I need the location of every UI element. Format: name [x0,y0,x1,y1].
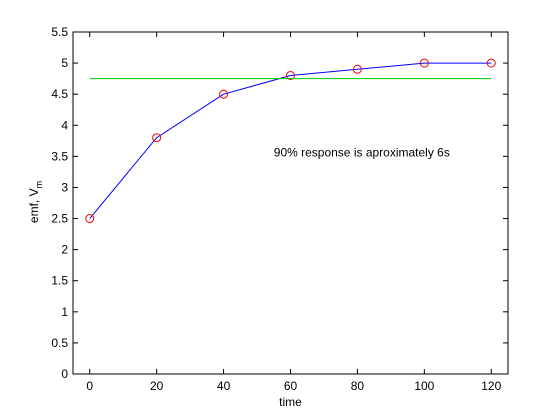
x-tick-label: 40 [217,379,231,393]
x-tick-label: 60 [284,379,298,393]
y-tick-label: 1.5 [51,274,68,288]
y-tick-label: 0 [61,367,68,381]
data-point [152,133,162,143]
y-axis-label: emf, Vm [27,181,44,223]
series-line-1 [89,62,492,219]
y-tick-label: 5 [61,56,68,70]
y-axis-ticks: 0 0.5 1 1.5 2 2.5 3 3.5 4 4.5 5 5.5 [51,25,508,381]
y-tick-label: 3 [61,180,68,194]
x-tick-label: 0 [86,379,93,393]
y-tick-label: 4.5 [51,87,68,101]
x-tick-label: 20 [150,379,164,393]
data-point [219,89,229,99]
y-tick-label: 5.5 [51,25,68,39]
data-point [352,64,362,74]
x-axis-ticks: 0 20 40 60 80 100 120 [86,32,502,393]
x-axis-label: time [279,395,302,409]
y-tick-label: 4 [61,118,68,132]
x-tick-label: 100 [414,379,434,393]
data-point [486,58,496,68]
y-tick-label: 0.5 [51,336,68,350]
data-point [85,214,95,224]
y-axis-label-main: emf, V [27,188,41,223]
data-point [419,58,429,68]
y-tick-label: 2.5 [51,212,68,226]
plot-area [72,31,509,375]
y-tick-label: 2 [61,243,68,257]
annotation-text: 90% response is aproximately 6s [274,145,450,159]
x-tick-label: 80 [351,379,365,393]
y-tick-label: 1 [61,305,68,319]
y-tick-label: 3.5 [51,149,68,163]
data-point [286,71,295,81]
x-tick-label: 120 [481,379,501,393]
y-axis-label-subscript: m [34,181,44,189]
series-layer [85,58,496,224]
